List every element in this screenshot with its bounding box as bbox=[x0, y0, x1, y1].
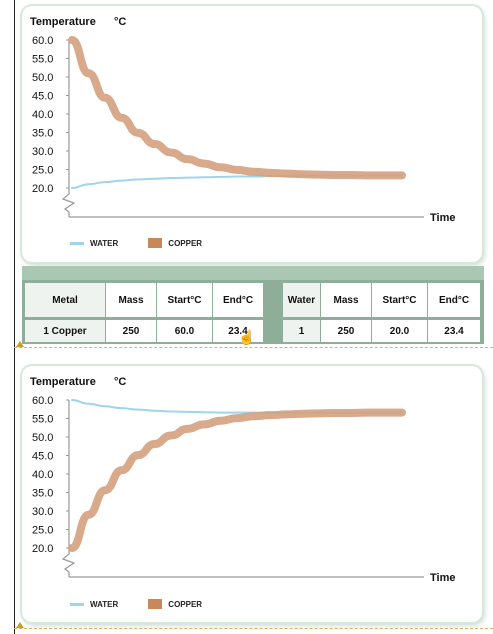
table-band-top bbox=[22, 266, 484, 280]
cell-water-end: 23.4 bbox=[428, 320, 480, 342]
header-water: Water bbox=[283, 283, 320, 317]
y-axis bbox=[61, 400, 76, 577]
separator-marker bbox=[16, 341, 24, 347]
copper-swatch bbox=[148, 599, 163, 609]
y-tick-label: 55.0 bbox=[32, 54, 53, 66]
legend-copper-label: COPPER bbox=[168, 238, 203, 248]
y-tick-label: 35.0 bbox=[32, 128, 53, 140]
cell-water-mass: 250 bbox=[321, 320, 371, 342]
y-tick-label: 25.0 bbox=[32, 165, 53, 177]
header-metal-start: Start°C bbox=[157, 283, 212, 317]
chart-unit: °C bbox=[114, 16, 126, 28]
legend-copper-label: COPPER bbox=[168, 599, 203, 609]
y-tick-label: 45.0 bbox=[32, 91, 53, 103]
chart-unit: °C bbox=[114, 376, 126, 388]
series-line-copper bbox=[68, 36, 406, 180]
y-tick-label: 60.0 bbox=[32, 35, 53, 47]
y-tick-label: 45.0 bbox=[32, 451, 53, 463]
y-tick-label: 40.0 bbox=[32, 469, 53, 481]
series-line-copper bbox=[68, 408, 406, 552]
y-tick-label: 20.0 bbox=[32, 543, 53, 555]
cell-metal-end: 23.4 bbox=[213, 320, 263, 342]
cell-water-start: 20.0 bbox=[372, 320, 427, 342]
temperature-chart-panel: Temperature °C 60.0 55.0 50.0 45.0 40.0 35.0 30.… bbox=[22, 6, 482, 262]
cell-metal-start: 60.0 bbox=[157, 320, 212, 342]
y-tick-label: 35.0 bbox=[32, 488, 53, 500]
separator-marker bbox=[16, 622, 24, 628]
chart-legend: WATER COPPER bbox=[70, 238, 232, 248]
x-axis-label: Time bbox=[430, 212, 455, 224]
header-water-start: Start°C bbox=[372, 283, 427, 317]
legend-copper: COPPER bbox=[148, 238, 202, 248]
cell-water-index: 1 bbox=[283, 320, 320, 342]
y-axis bbox=[61, 40, 76, 217]
header-metal: Metal bbox=[25, 283, 105, 317]
y-tick-label: 50.0 bbox=[32, 432, 53, 444]
left-frame-border bbox=[14, 0, 15, 634]
hand-cursor-icon: ☝ bbox=[238, 329, 256, 345]
x-axis-label: Time bbox=[430, 572, 455, 584]
temperature-chart-panel-2: Temperature °C 60.0 55.0 50.0 45.0 40.0 35.0 30.… bbox=[22, 366, 482, 622]
y-tick-label: 20.0 bbox=[32, 183, 53, 195]
copper-swatch bbox=[148, 238, 163, 248]
y-tick-label: 60.0 bbox=[32, 395, 53, 407]
chart-legend-2: WATER COPPER bbox=[70, 599, 232, 609]
water-swatch bbox=[70, 602, 84, 606]
chart-ylabel: Temperature bbox=[30, 376, 96, 388]
water-swatch bbox=[70, 241, 84, 245]
y-tick-label: 25.0 bbox=[32, 525, 53, 537]
header-water-mass: Mass bbox=[321, 283, 371, 317]
legend-water-label: WATER bbox=[90, 238, 119, 248]
section-separator bbox=[14, 347, 493, 348]
section-separator bbox=[14, 628, 493, 629]
temperature-chart-2: Temperature °C 60.0 55.0 50.0 45.0 40.0 35.0 30.… bbox=[30, 376, 455, 584]
header-metal-end: End°C bbox=[213, 283, 263, 317]
y-tick-label: 30.0 bbox=[32, 146, 53, 158]
legend-water: WATER bbox=[70, 239, 118, 248]
legend-water: WATER bbox=[70, 600, 118, 609]
y-tick-label: 50.0 bbox=[32, 72, 53, 84]
y-tick-label: 55.0 bbox=[32, 414, 53, 426]
cell-metal-mass: 250 bbox=[106, 320, 156, 342]
cell-metal-name: 1 Copper bbox=[25, 320, 105, 342]
header-metal-mass: Mass bbox=[106, 283, 156, 317]
chart-ylabel: Temperature bbox=[30, 16, 96, 28]
y-tick-label: 30.0 bbox=[32, 506, 53, 518]
y-tick-label: 40.0 bbox=[32, 109, 53, 121]
legend-copper: COPPER bbox=[148, 599, 202, 609]
header-water-end: End°C bbox=[428, 283, 480, 317]
legend-water-label: WATER bbox=[90, 599, 119, 609]
temperature-chart: Temperature °C 60.0 55.0 50.0 45.0 40.0 35.0 30.… bbox=[30, 16, 455, 224]
